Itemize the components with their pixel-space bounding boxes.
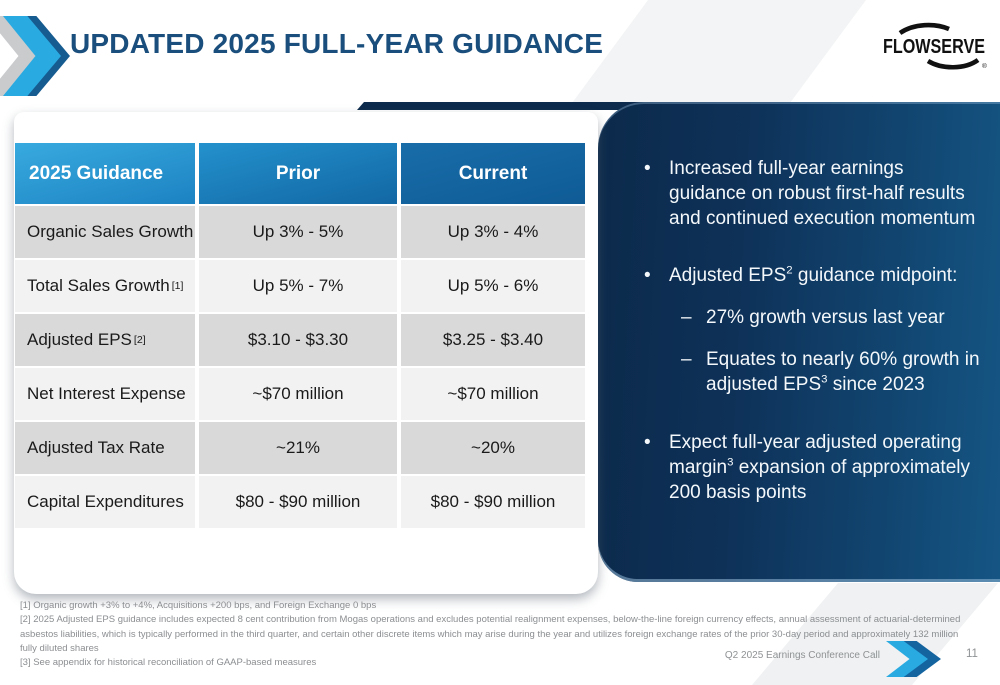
table-row-label: Adjusted EPS [2] xyxy=(15,314,195,366)
bullet-text: Expect full-year adjusted operating marg… xyxy=(669,431,971,503)
bullet-marker: • xyxy=(644,158,651,179)
table-prior-value: $80 - $90 million xyxy=(199,476,397,528)
table-row-label: Net Interest Expense xyxy=(15,368,195,420)
table-current-value: ~$70 million xyxy=(401,368,585,420)
logo-registered-mark: ® xyxy=(982,62,987,70)
bullet-marker: – xyxy=(681,349,692,371)
table-current-value: ~20% xyxy=(401,422,585,474)
sub-bullet-item: –27% growth versus last year xyxy=(681,305,984,330)
panel-bullets: • Increased full-year earnings guidance o… xyxy=(644,156,984,505)
table-row-label: Total Sales Growth [1] xyxy=(15,260,195,312)
page-title: UPDATED 2025 FULL-YEAR GUIDANCE xyxy=(70,28,604,59)
table-row-label: Adjusted Tax Rate xyxy=(15,422,195,474)
table-header-cell: Current xyxy=(401,143,585,204)
footer-label: Q2 2025 Earnings Conference Call xyxy=(724,650,880,661)
footnote-ref: [2] xyxy=(133,334,146,346)
logo-bottom-swoosh xyxy=(926,58,980,70)
table-current-value: $80 - $90 million xyxy=(401,476,585,528)
bullet-item: • Adjusted EPS2 guidance midpoint: xyxy=(644,263,984,288)
title-double-chevron-icon xyxy=(0,16,70,96)
table-header-cell: Prior xyxy=(199,143,397,204)
table-prior-value: Up 3% - 5% xyxy=(199,206,397,258)
panel-tail-bar xyxy=(357,102,657,110)
table-current-value: Up 3% - 4% xyxy=(401,206,585,258)
bullet-item: • Increased full-year earnings guidance o… xyxy=(644,156,984,231)
bullet-text: 27% growth versus last year xyxy=(706,307,945,329)
footnote: [1] Organic growth +3% to +4%, Acquisiti… xyxy=(20,600,377,611)
table-prior-value: Up 5% - 7% xyxy=(199,260,397,312)
flowserve-logo: FLOWSERVE ® xyxy=(883,22,987,70)
page-number: 11 xyxy=(966,648,978,660)
highlights-panel: • Increased full-year earnings guidance o… xyxy=(598,102,1000,582)
footnote-ref: 3 xyxy=(727,456,734,469)
footnotes: [1] Organic growth +3% to +4%, Acquisiti… xyxy=(20,599,972,670)
table-header-cell: 2025 Guidance xyxy=(15,143,195,204)
bullet-marker: • xyxy=(644,265,651,287)
footnote-ref: 3 xyxy=(821,374,828,387)
guidance-table: 2025 Guidance Prior Current Organic Sales G… xyxy=(15,143,585,528)
footnote: [3] See appendix for historical reconcil… xyxy=(20,657,317,668)
table-row-label: Organic Sales Growth xyxy=(15,206,195,258)
bullet-text: Adjusted EPS2 guidance midpoint: xyxy=(669,264,958,287)
table-prior-value: ~21% xyxy=(199,422,397,474)
footnote: [2] 2025 Adjusted EPS guidance includes … xyxy=(20,614,961,654)
table-prior-value: $3.10 - $3.30 xyxy=(199,314,397,366)
bullet-text: Increased full-year earnings guidance on… xyxy=(669,158,976,230)
footnote-ref: [1] xyxy=(171,280,184,292)
bullet-marker: – xyxy=(681,307,692,329)
table-row-label: Capital Expenditures xyxy=(15,476,195,528)
table-prior-value: ~$70 million xyxy=(199,368,397,420)
bullet-text: Equates to nearly 60% growth in adjusted… xyxy=(706,349,980,396)
bullet-item: • Expect full-year adjusted operating mar… xyxy=(644,430,984,505)
bullet-marker: • xyxy=(644,431,651,453)
table-current-value: Up 5% - 6% xyxy=(401,260,585,312)
logo-text: FLOWSERVE xyxy=(883,36,985,58)
logo-top-swoosh xyxy=(898,22,950,35)
footer-double-chevron-icon xyxy=(886,641,942,677)
table-current-value: $3.25 - $3.40 xyxy=(401,314,585,366)
footnote-ref: 2 xyxy=(786,264,793,277)
sub-bullet-item: – Equates to nearly 60% growth in adjuste… xyxy=(681,347,984,397)
